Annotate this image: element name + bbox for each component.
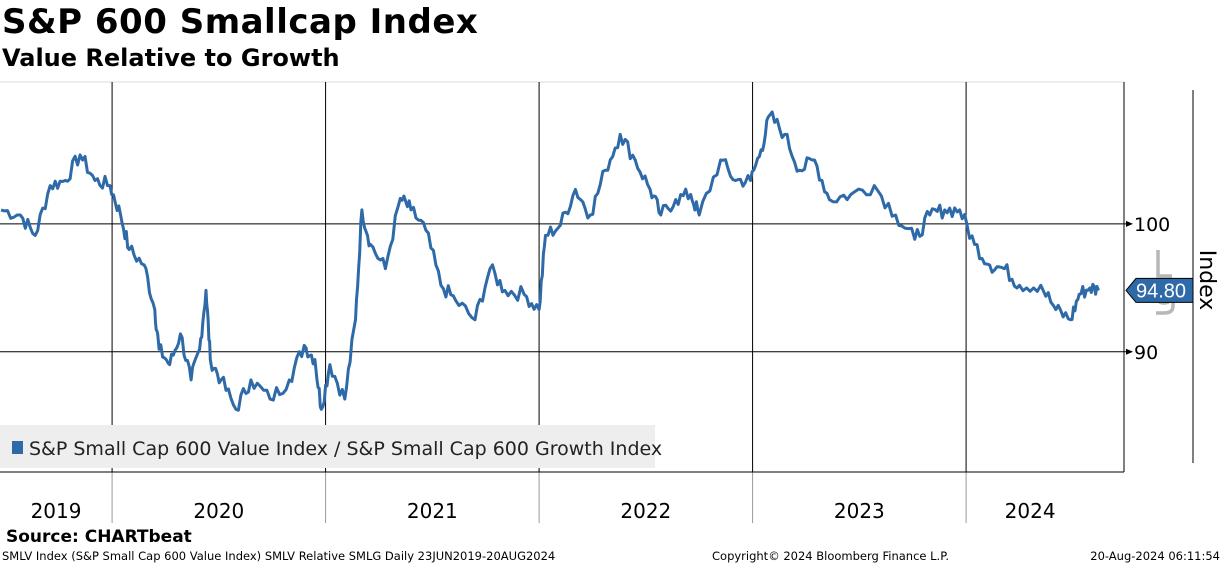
y-tick-arrow [1126, 348, 1133, 355]
y-tick-arrow [1126, 220, 1133, 227]
chart-title: S&P 600 Smallcap Index [2, 2, 479, 42]
y-tick-label: 100 [1134, 214, 1170, 236]
source-label: Source: CHARTbeat [6, 527, 192, 547]
legend-label: S&P Small Cap 600 Value Index / S&P Smal… [29, 438, 662, 460]
footer-copyright: Copyright© 2024 Bloomberg Finance L.P. [712, 549, 949, 563]
last-value-label: 94.80 [1136, 280, 1186, 302]
y-axis-label: Index [1194, 250, 1219, 311]
x-tick-label: 2022 [620, 499, 671, 523]
watermark-letter-g-tail [1156, 286, 1175, 315]
x-tick-label: 2023 [834, 499, 885, 523]
last-value-tag [1125, 277, 1194, 303]
series-line [0, 110, 1100, 412]
legend-box [0, 425, 655, 468]
x-tick-label: 2020 [193, 499, 244, 523]
footer-description: SMLV Index (S&P Small Cap 600 Value Inde… [2, 549, 556, 563]
footer-timestamp: 20-Aug-2024 06:11:54 [1090, 549, 1220, 563]
x-tick-label: 2019 [31, 499, 82, 523]
x-tick-label: 2021 [407, 499, 458, 523]
chart-subtitle: Value Relative to Growth [2, 44, 340, 72]
y-tick-label: 90 [1134, 342, 1158, 364]
x-tick-label: 2024 [1005, 499, 1056, 523]
watermark-letter-l [1156, 250, 1172, 278]
legend-swatch [12, 441, 23, 454]
